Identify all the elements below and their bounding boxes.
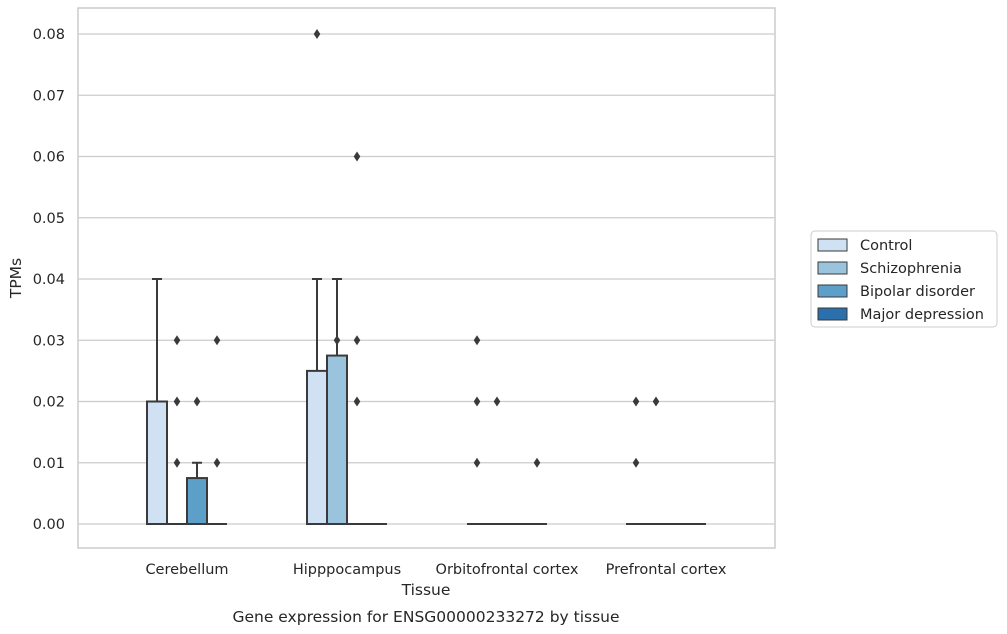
legend-frame xyxy=(810,230,998,328)
outlier-point xyxy=(313,29,321,39)
outlier-point xyxy=(173,396,181,407)
outlier-point xyxy=(213,457,221,468)
chart-caption: Gene expression for ENSG00000233272 by t… xyxy=(232,608,619,626)
box-control xyxy=(146,278,168,525)
legend-item: Major depression xyxy=(817,307,984,323)
y-tick-label: 0.07 xyxy=(33,88,65,104)
outlier-point xyxy=(473,396,481,407)
box-body xyxy=(186,477,208,525)
outlier-point xyxy=(193,396,201,407)
box-control xyxy=(306,278,328,525)
y-tick-label: 0.03 xyxy=(33,333,65,349)
box-schizophrenia xyxy=(326,278,348,525)
outlier-point xyxy=(652,396,660,407)
outlier-point xyxy=(473,457,481,468)
y-tick-label: 0.02 xyxy=(33,395,65,411)
box-bipolar-disorder xyxy=(186,461,208,525)
outlier-point xyxy=(173,335,181,346)
x-tick-labels: Cerebellum Hipppocampus Orbitofrontal cort… xyxy=(145,562,726,578)
y-tick-label: 0.01 xyxy=(33,456,65,472)
grid-lines xyxy=(78,33,775,525)
outlier-point xyxy=(493,396,501,407)
outlier-point xyxy=(632,457,640,468)
legend: Control Schizophrenia Bipolar disorder Majo… xyxy=(810,230,998,328)
outlier-point xyxy=(353,335,361,346)
plot-frame xyxy=(77,7,776,549)
outlier-point xyxy=(173,457,181,468)
x-tick-label: Prefrontal cortex xyxy=(606,562,727,578)
y-tick-label: 0.06 xyxy=(33,150,65,166)
box-series xyxy=(146,278,706,525)
legend-label: Control xyxy=(860,238,912,254)
outlier-point xyxy=(473,335,481,346)
legend-label: Bipolar disorder xyxy=(860,284,975,300)
x-tick-label: Hipppocampus xyxy=(293,562,401,578)
box-body xyxy=(306,369,328,525)
legend-item: Control xyxy=(817,238,912,254)
legend-swatch xyxy=(817,284,848,298)
y-axis-label: TPMs xyxy=(7,258,25,299)
outlier-point xyxy=(632,396,640,407)
x-axis-label: Tissue xyxy=(401,581,451,599)
legend-label: Schizophrenia xyxy=(860,261,962,277)
legend-swatch xyxy=(817,261,848,275)
legend-swatch xyxy=(817,307,848,321)
box-body xyxy=(146,400,168,525)
outlier-point xyxy=(533,457,541,468)
outlier-markers xyxy=(173,29,660,468)
legend-label: Major depression xyxy=(860,307,984,323)
legend-item: Bipolar disorder xyxy=(817,284,975,300)
legend-swatch xyxy=(817,238,848,252)
outlier-point xyxy=(213,335,221,346)
y-tick-label: 0.08 xyxy=(33,27,65,43)
x-tick-label: Orbitofrontal cortex xyxy=(436,562,579,578)
outlier-point xyxy=(353,151,361,162)
y-tick-label: 0.05 xyxy=(33,211,65,227)
y-tick-label: 0.00 xyxy=(33,517,65,533)
y-tick-label: 0.04 xyxy=(33,272,65,288)
y-tick-labels: 0.00 0.01 0.02 0.03 0.04 0.05 0.06 0.07 0.08 xyxy=(33,27,65,533)
box-body xyxy=(326,354,348,525)
outlier-point xyxy=(333,335,341,346)
x-tick-label: Cerebellum xyxy=(145,562,228,578)
legend-item: Schizophrenia xyxy=(817,261,962,277)
outlier-point xyxy=(353,396,361,407)
